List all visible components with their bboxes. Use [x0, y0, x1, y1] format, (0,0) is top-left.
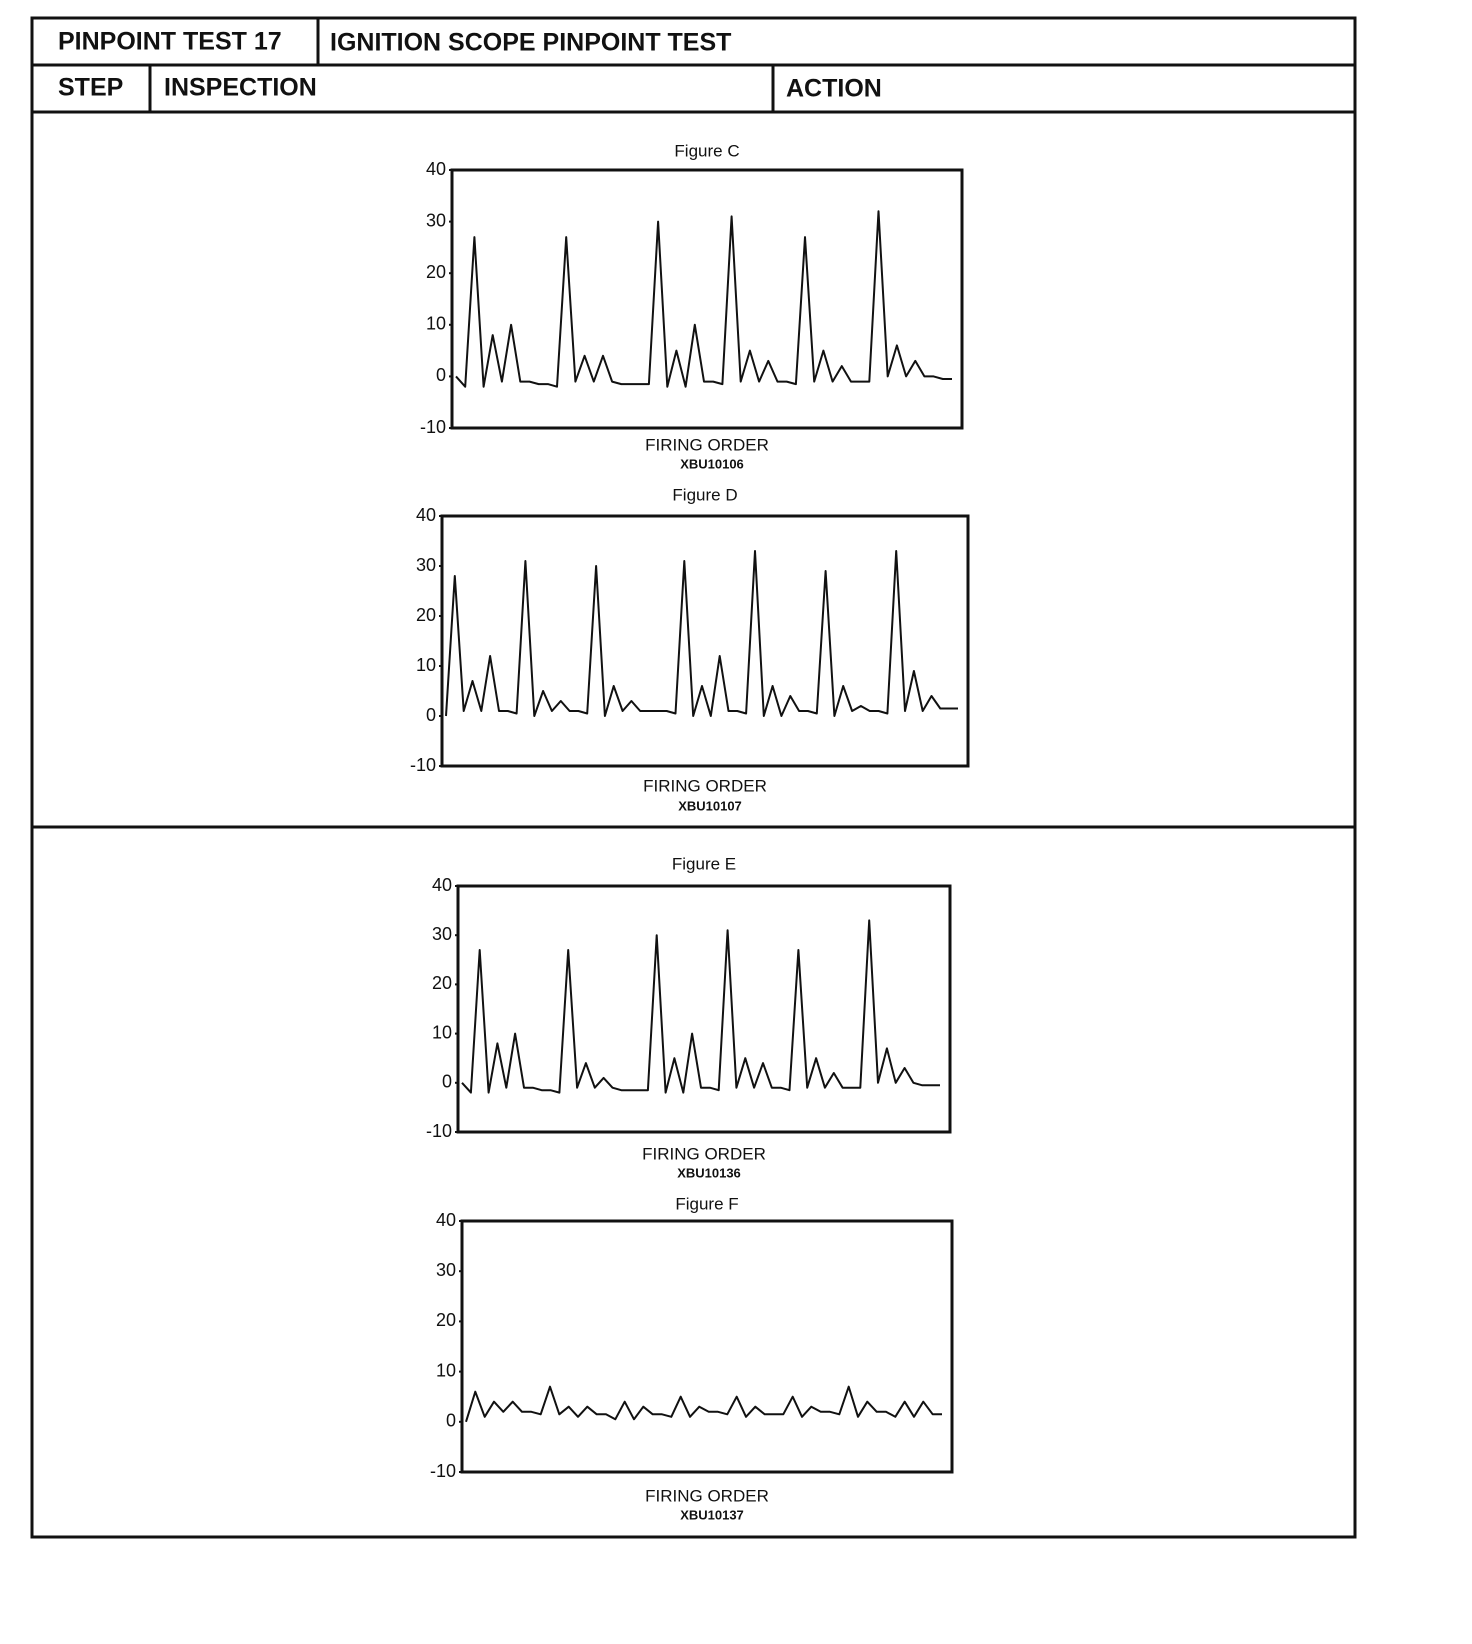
plot-frame: [460, 1219, 954, 1474]
y-tick-label: 30: [416, 555, 436, 575]
y-tick-label: 20: [426, 262, 446, 282]
figure-title: Figure D: [672, 485, 737, 504]
column-header: ACTION: [786, 75, 882, 103]
y-tick-label: 40: [426, 159, 446, 179]
column-header: STEP: [58, 74, 123, 102]
y-tick-label: 40: [436, 1210, 456, 1230]
y-tick-label: 40: [416, 505, 436, 525]
y-tick-label: -10: [420, 417, 446, 437]
column-header: INSPECTION: [164, 74, 317, 102]
table-frame: [30, 16, 1357, 1539]
waveform: [465, 1385, 942, 1423]
y-tick-label: 20: [436, 1310, 456, 1330]
figure-code: XBU10137: [680, 1507, 744, 1522]
figure-code: XBU10107: [678, 798, 742, 813]
test-number: PINPOINT TEST 17: [58, 28, 282, 56]
y-tick-label: 30: [426, 210, 446, 230]
x-axis-label: FIRING ORDER: [645, 1486, 769, 1505]
figure-title: Figure C: [674, 141, 739, 160]
x-axis-label: FIRING ORDER: [642, 1144, 766, 1163]
y-tick-label: 10: [436, 1360, 456, 1380]
y-tick-label: 30: [432, 924, 452, 944]
y-tick-label: 0: [442, 1072, 452, 1092]
figure-code: XBU10106: [680, 456, 744, 471]
y-tick-label: 20: [432, 973, 452, 993]
test-title: IGNITION SCOPE PINPOINT TEST: [330, 29, 731, 57]
plot-frame: [440, 514, 970, 768]
y-tick-label: 10: [416, 655, 436, 675]
figure-code: XBU10136: [677, 1165, 741, 1180]
x-axis-label: FIRING ORDER: [643, 776, 767, 795]
y-tick-label: 20: [416, 605, 436, 625]
y-tick-label: -10: [430, 1461, 456, 1481]
y-tick-label: 10: [426, 314, 446, 334]
waveform: [461, 919, 940, 1094]
figure-title: Figure F: [675, 1194, 738, 1213]
y-tick-label: 0: [446, 1411, 456, 1431]
y-tick-label: 30: [436, 1260, 456, 1280]
y-tick-label: -10: [426, 1121, 452, 1141]
x-axis-label: FIRING ORDER: [645, 435, 769, 454]
y-tick-label: -10: [410, 755, 436, 775]
figure-title: Figure E: [672, 854, 736, 873]
plot-frame: [456, 884, 952, 1134]
y-tick-label: 10: [432, 1022, 452, 1042]
y-tick-label: 0: [426, 705, 436, 725]
waveform: [455, 210, 952, 388]
waveform: [445, 550, 958, 717]
y-tick-label: 0: [436, 365, 446, 385]
y-tick-label: 40: [432, 875, 452, 895]
plot-frame: [450, 168, 964, 430]
